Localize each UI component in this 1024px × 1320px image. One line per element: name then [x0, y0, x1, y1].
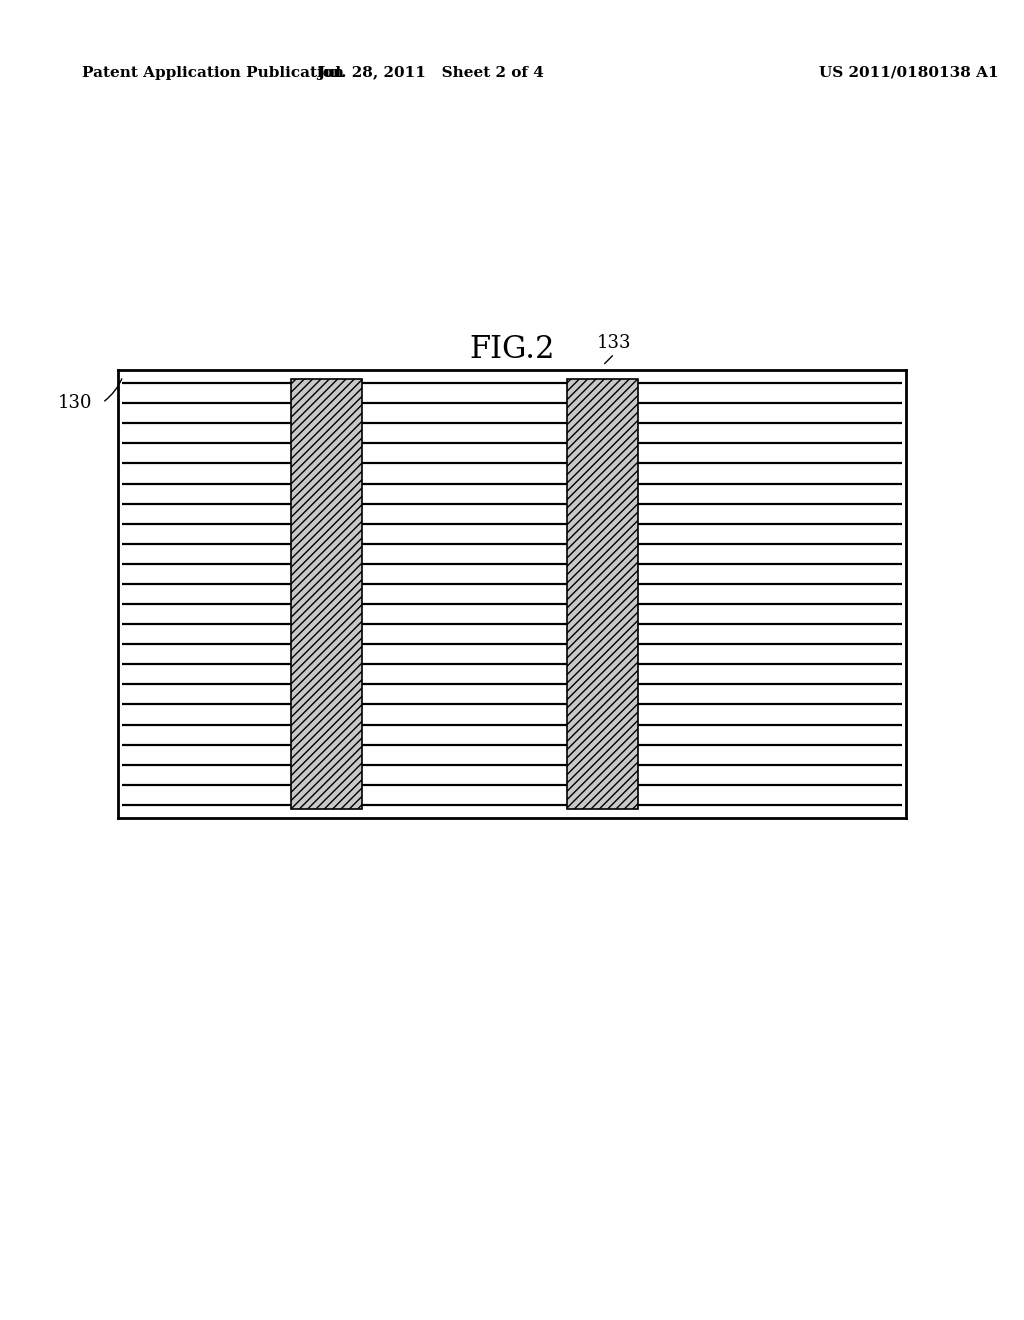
Text: 133: 133 [597, 334, 632, 352]
Bar [291, 379, 362, 809]
Text: Jul. 28, 2011   Sheet 2 of 4: Jul. 28, 2011 Sheet 2 of 4 [316, 66, 544, 79]
Bar [567, 379, 638, 809]
Text: Patent Application Publication: Patent Application Publication [82, 66, 344, 79]
Text: 130: 130 [57, 393, 92, 412]
Text: US 2011/0180138 A1: US 2011/0180138 A1 [819, 66, 998, 79]
Text: FIG.2: FIG.2 [469, 334, 555, 366]
